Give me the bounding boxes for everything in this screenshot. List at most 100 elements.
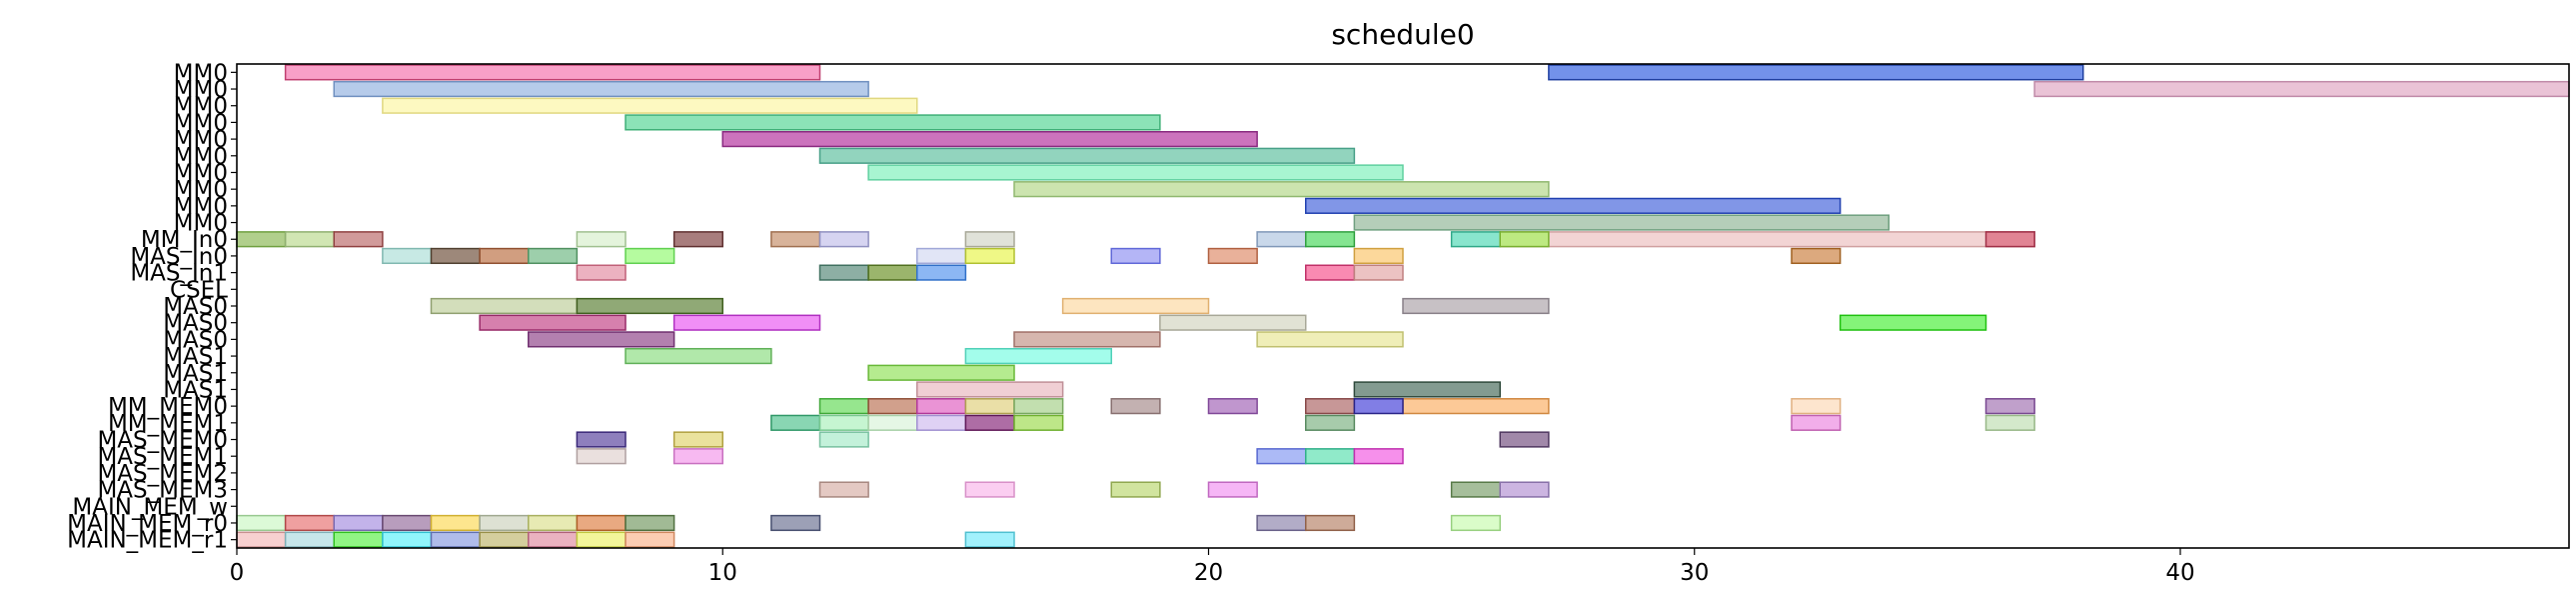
task-bar — [382, 531, 433, 548]
y-tick-label: MAIN_MEM_w — [72, 494, 228, 520]
task-bar — [1159, 314, 1307, 331]
task-bar — [818, 398, 869, 415]
task-bar — [430, 247, 481, 265]
y-tick-label: MM0 — [174, 177, 228, 203]
task-bar — [721, 131, 1258, 148]
bars-layer — [236, 64, 2570, 548]
y-tick-label: MAS_MEM0 — [97, 428, 228, 454]
chart-title: schedule0 — [1331, 18, 1474, 51]
task-bar — [1499, 231, 2035, 248]
task-bar — [672, 314, 821, 331]
task-bar — [576, 531, 627, 548]
y-tick-label: MAS1 — [163, 361, 228, 387]
y-tick-label: MM0 — [174, 194, 228, 220]
x-tick-label: 30 — [1680, 560, 1709, 586]
y-tick-label: MM0 — [174, 77, 228, 103]
y-tick-label: MAIN_MEM_r1 — [67, 528, 228, 554]
task-bar — [1450, 514, 1501, 532]
task-bar — [818, 431, 869, 448]
y-tick-label: MAS_In1 — [130, 261, 228, 287]
task-bar — [672, 231, 723, 248]
task-bar — [1548, 64, 2084, 81]
task-bar — [528, 531, 579, 548]
task-bar — [236, 231, 287, 248]
y-tick-label: MM_MEM1 — [108, 411, 228, 437]
task-bar — [1450, 231, 1501, 248]
x-tick-label: 20 — [1194, 560, 1223, 586]
task-bar — [818, 264, 869, 281]
y-axis-ticks: MM0MM0MM0MM0MM0MM0MM0MM0MM0MM0MM_In0MAS_… — [67, 60, 237, 554]
task-bar — [1305, 264, 1356, 281]
task-bar — [1984, 414, 2035, 431]
y-tick-label: MM0 — [174, 160, 228, 186]
task-bar — [625, 114, 1161, 131]
task-bar — [1256, 331, 1404, 348]
x-tick-label: 40 — [2165, 560, 2194, 586]
task-bar — [1256, 448, 1307, 465]
task-bar — [576, 264, 627, 281]
y-tick-label: MM0 — [174, 211, 228, 237]
task-bar — [1305, 448, 1356, 465]
task-bar — [576, 297, 723, 315]
task-bar — [964, 247, 1015, 265]
task-bar — [479, 314, 627, 331]
task-bar — [333, 514, 384, 532]
y-tick-label: MAIN_MEM_r0 — [67, 511, 228, 537]
task-bar — [333, 531, 384, 548]
task-bar — [333, 80, 869, 98]
task-bar — [576, 514, 627, 532]
task-bar — [770, 231, 821, 248]
task-bar — [1305, 197, 1842, 214]
task-bar — [964, 414, 1015, 431]
task-bar — [1110, 398, 1161, 415]
y-tick-label: MM_MEM0 — [108, 394, 228, 420]
task-bar — [964, 231, 1015, 248]
task-bar — [1353, 398, 1404, 415]
task-bar — [1353, 247, 1404, 265]
task-bar — [1110, 247, 1161, 265]
task-bar — [2033, 80, 2570, 98]
task-bar — [625, 531, 675, 548]
task-bar — [1013, 414, 1064, 431]
task-bar — [867, 364, 1015, 381]
task-bar — [479, 247, 530, 265]
task-bar — [964, 398, 1015, 415]
task-bar — [382, 247, 433, 265]
task-bar — [867, 398, 918, 415]
task-bar — [1207, 481, 1258, 498]
task-bar — [236, 531, 287, 548]
task-bar — [1791, 247, 1842, 265]
plot-frame — [236, 63, 2570, 549]
task-bar — [1061, 297, 1210, 315]
task-bar — [1402, 297, 1550, 315]
task-bar — [1984, 231, 2035, 248]
task-bar — [625, 247, 675, 265]
task-bar — [479, 514, 530, 532]
task-bar — [867, 414, 918, 431]
task-bar — [1305, 514, 1356, 532]
task-bar — [1450, 481, 1501, 498]
y-tick-label: MAS_MEM2 — [97, 461, 228, 487]
task-bar — [1791, 398, 1842, 415]
task-bar — [1839, 314, 1987, 331]
task-bar — [625, 514, 675, 532]
task-bar — [1207, 247, 1258, 265]
x-tick-label: 0 — [230, 560, 245, 586]
task-bar — [333, 231, 384, 248]
task-bar — [576, 231, 627, 248]
task-bar — [1791, 414, 1842, 431]
y-tick-label: MM0 — [174, 127, 228, 153]
task-bar — [284, 64, 821, 81]
task-bar — [1110, 481, 1161, 498]
task-bar — [1353, 214, 1890, 231]
y-tick-label: MAS_MEM3 — [97, 478, 228, 504]
task-bar — [916, 414, 967, 431]
y-tick-label: MM0 — [174, 144, 228, 170]
task-bar — [1207, 398, 1258, 415]
task-bar — [1013, 181, 1550, 198]
y-tick-label: MAS0 — [163, 294, 228, 320]
x-tick-label: 10 — [708, 560, 737, 586]
task-bar — [916, 264, 967, 281]
